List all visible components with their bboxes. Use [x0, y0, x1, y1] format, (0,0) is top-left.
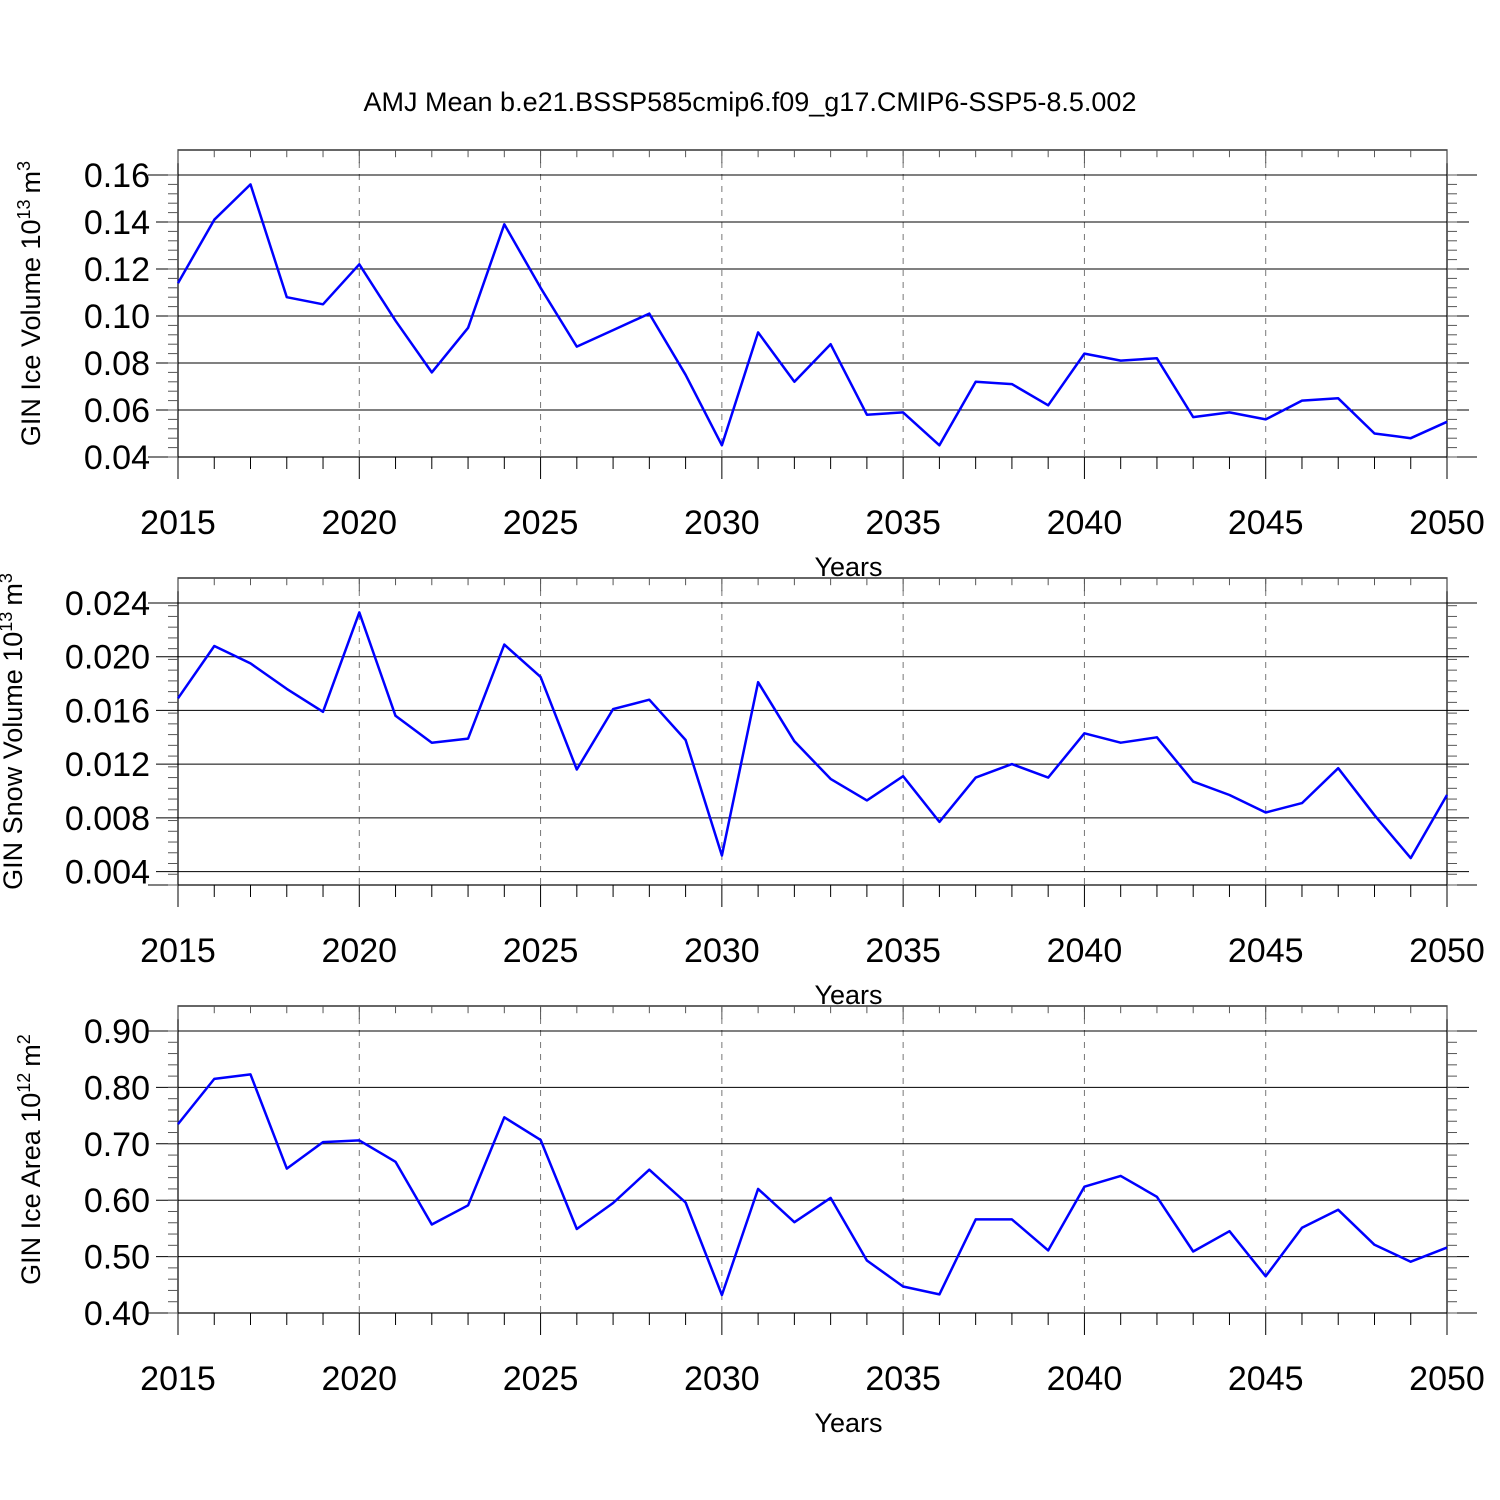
y-axis-label: GIN Ice Area 1012 m2 [14, 1034, 46, 1285]
y-axis-label-unit: m [0, 583, 28, 606]
y-tick-label: 0.10 [84, 298, 150, 336]
y-axis-label-unit-exponent: 3 [14, 161, 34, 171]
x-tick-label: 2035 [865, 1360, 941, 1398]
y-tick-label: 0.020 [65, 639, 150, 677]
x-tick-label: 2035 [865, 932, 941, 970]
y-axis-label-exponent: 12 [14, 1073, 34, 1093]
x-tick-label: 2040 [1047, 504, 1123, 542]
x-tick-label: 2045 [1228, 504, 1304, 542]
x-tick-label: 2020 [321, 504, 397, 542]
y-axis-label: GIN Ice Volume 1013 m3 [14, 161, 46, 446]
y-tick-label: 0.12 [84, 251, 150, 289]
x-tick-label: 2015 [140, 1360, 216, 1398]
x-tick-label: 2040 [1047, 932, 1123, 970]
x-tick-label: 2025 [503, 1360, 579, 1398]
x-tick-label: 2030 [684, 932, 760, 970]
y-axis-label-unit: m [16, 171, 46, 194]
y-tick-label: 0.012 [65, 746, 150, 784]
y-tick-label: 0.40 [84, 1295, 150, 1333]
y-axis-label-text: GIN Ice Volume 10 [16, 219, 46, 446]
y-tick-label: 0.90 [84, 1013, 150, 1051]
x-tick-label: 2050 [1409, 932, 1485, 970]
x-tick-label: 2035 [865, 504, 941, 542]
chart-panel-2: 2015 2020 2025 2030 2035 2040 2045 2050 0.004 0.0… [0, 573, 1485, 1010]
series-line [177, 1073, 1448, 1297]
y-tick-label: 0.08 [84, 345, 150, 383]
y-axis-label-text: GIN Snow Volume 10 [0, 632, 28, 890]
y-tick-label: 0.008 [65, 800, 150, 838]
series-line [176, 183, 1448, 447]
figure-title: AMJ Mean b.e21.BSSP585cmip6.f09_g17.CMIP… [364, 87, 1137, 117]
y-tick-label: 0.016 [65, 692, 150, 730]
y-axis-label-text: GIN Ice Area 10 [16, 1093, 46, 1285]
y-axis-label: GIN Snow Volume 1013 m3 [0, 573, 28, 890]
y-tick-label: 0.70 [84, 1126, 150, 1164]
y-tick-label: 0.06 [84, 392, 150, 430]
y-axis-label-exponent: 13 [0, 612, 16, 632]
x-tick-label: 2030 [684, 504, 760, 542]
x-tick-label: 2015 [140, 504, 216, 542]
y-axis-label-unit-exponent: 3 [0, 573, 16, 583]
y-tick-label: 0.16 [84, 157, 150, 195]
chart-panel-3: 2015 2020 2025 2030 2035 2040 2045 2050 0.40 0.50… [14, 1005, 1485, 1438]
y-tick-label: 0.60 [84, 1182, 150, 1220]
x-tick-label: 2050 [1409, 1360, 1485, 1398]
chart-panel-1: 2015 2020 2025 2030 2035 2040 2045 2050 0.04 0.06… [14, 149, 1485, 582]
x-tick-label: 2030 [684, 1360, 760, 1398]
x-tick-label: 2020 [321, 932, 397, 970]
x-tick-label: 2040 [1047, 1360, 1123, 1398]
x-tick-label: 2015 [140, 932, 216, 970]
y-tick-label: 0.024 [65, 585, 150, 623]
x-tick-label: 2050 [1409, 504, 1485, 542]
x-tick-label: 2025 [503, 932, 579, 970]
y-axis-label-unit: m [16, 1044, 46, 1067]
y-axis-label-unit-exponent: 2 [14, 1034, 34, 1044]
y-tick-label: 0.50 [84, 1239, 150, 1277]
x-axis-label: Years [814, 1408, 882, 1438]
x-axis-label: Years [814, 552, 882, 582]
y-tick-label: 0.04 [84, 439, 150, 477]
y-tick-label: 0.004 [65, 854, 150, 892]
y-tick-label: 0.80 [84, 1069, 150, 1107]
x-axis-label: Years [814, 980, 882, 1010]
x-tick-label: 2025 [503, 504, 579, 542]
x-tick-label: 2020 [321, 1360, 397, 1398]
x-tick-label: 2045 [1228, 1360, 1304, 1398]
y-tick-label: 0.14 [84, 204, 150, 242]
series-line [176, 611, 1449, 860]
y-axis-label-exponent: 13 [14, 199, 34, 219]
x-tick-label: 2045 [1228, 932, 1304, 970]
